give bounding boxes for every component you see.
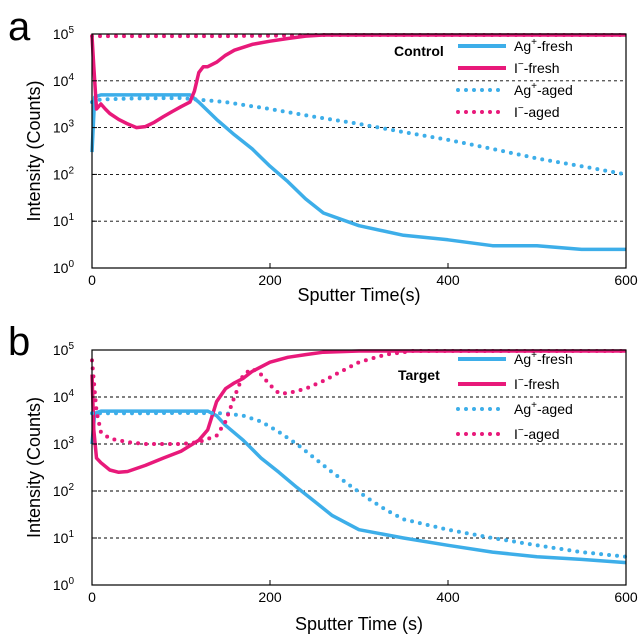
legend-label: I−-fresh — [514, 375, 560, 392]
chart-panel-a: 0 200 400 600 100 101 102 103 104 105 Sputter Time… — [8, 5, 638, 305]
legend: Ag+-fresh I−-fresh Ag+-aged I−-aged — [456, 37, 573, 120]
x-tick-label: 0 — [88, 589, 96, 605]
x-tick-label: 200 — [258, 272, 282, 288]
y-tick-label: 104 — [53, 388, 75, 405]
legend-label: Ag+-aged — [514, 400, 573, 417]
y-tick-label: 102 — [53, 482, 75, 499]
series-line-1 — [90, 93, 626, 252]
legend-label: Ag+-fresh — [514, 350, 573, 367]
x-tick-label: 600 — [614, 589, 638, 605]
series-line-4 — [90, 33, 628, 39]
chart-panel-b: 0 200 400 600 100 101 102 103 104 105 Sputter Time… — [8, 320, 638, 634]
y-axis-title: Intensity (Counts) — [24, 80, 44, 221]
plot-frame — [91, 349, 627, 586]
series-line-2 — [90, 33, 626, 130]
y-tick-label: 103 — [53, 119, 75, 136]
x-tick-label: 200 — [258, 589, 282, 605]
legend-label: Ag+-fresh — [514, 37, 573, 54]
series-line-3 — [90, 410, 628, 559]
legend: Ag+-fresh I−-fresh Ag+-aged I−-aged — [456, 350, 573, 442]
y-tick-label: 105 — [53, 341, 75, 358]
y-tick-label: 103 — [53, 435, 75, 452]
panel-letter: b — [8, 320, 30, 364]
x-axis-title: Sputter Time(s) — [297, 285, 420, 305]
legend-label: I−-fresh — [514, 59, 560, 76]
y-tick-label: 102 — [53, 165, 75, 182]
x-tick-label: 0 — [88, 272, 96, 288]
legend-label: I−-aged — [514, 425, 560, 442]
legend-label: Ag+-aged — [514, 81, 573, 98]
legend-label: I−-aged — [514, 103, 560, 120]
series-line-1 — [90, 409, 627, 565]
y-tick-label: 100 — [53, 259, 75, 276]
x-tick-label: 400 — [436, 589, 460, 605]
x-axis-title: Sputter Time (s) — [295, 614, 423, 634]
x-tick-label: 600 — [614, 272, 638, 288]
panel-letter: a — [8, 5, 31, 49]
y-tick-label: 101 — [53, 212, 75, 229]
y-axis-title: Intensity (Counts) — [24, 397, 44, 538]
panel-title: Target — [398, 367, 440, 383]
x-tick-label: 400 — [436, 272, 460, 288]
y-tick-label: 100 — [53, 576, 75, 593]
series-line-2 — [90, 349, 626, 475]
y-tick-label: 101 — [53, 529, 75, 546]
panel-title: Control — [394, 43, 444, 59]
y-tick-label: 104 — [53, 72, 75, 89]
y-tick-label: 105 — [53, 25, 75, 42]
plot-frame — [91, 33, 627, 269]
series-line-3 — [90, 96, 628, 177]
